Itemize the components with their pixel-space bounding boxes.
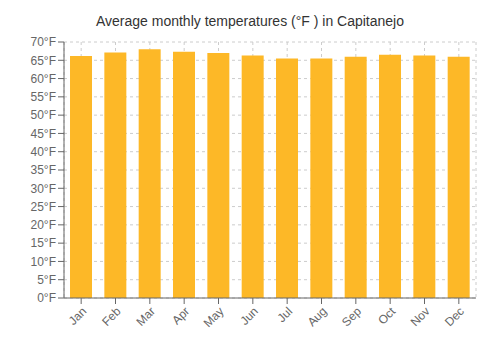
svg-text:55°F: 55°F (31, 90, 56, 104)
svg-text:40°F: 40°F (31, 145, 56, 159)
svg-text:Jun: Jun (237, 304, 261, 328)
svg-text:Mar: Mar (133, 304, 158, 329)
svg-text:Jul: Jul (275, 304, 296, 325)
svg-text:25°F: 25°F (31, 200, 56, 214)
svg-text:10°F: 10°F (31, 255, 56, 269)
svg-text:Jan: Jan (66, 304, 90, 328)
svg-text:50°F: 50°F (31, 108, 56, 122)
svg-text:15°F: 15°F (31, 236, 56, 250)
svg-text:Oct: Oct (375, 304, 399, 328)
svg-text:Sep: Sep (339, 304, 364, 329)
svg-text:30°F: 30°F (31, 182, 56, 196)
svg-text:65°F: 65°F (31, 54, 56, 68)
svg-text:Aug: Aug (305, 304, 330, 329)
svg-text:May: May (201, 304, 227, 330)
svg-text:70°F: 70°F (31, 35, 56, 49)
svg-text:Apr: Apr (169, 304, 192, 327)
svg-text:Feb: Feb (99, 304, 124, 329)
svg-text:Nov: Nov (408, 304, 433, 329)
svg-text:60°F: 60°F (31, 72, 56, 86)
svg-text:Dec: Dec (442, 304, 467, 329)
svg-text:20°F: 20°F (31, 218, 56, 232)
html-text:Average monthly temperatures (: Average monthly temperatures (°F ) in Ca… (96, 13, 404, 29)
svg-text:5°F: 5°F (37, 273, 56, 287)
svg-text:35°F: 35°F (31, 163, 56, 177)
svg-text:0°F: 0°F (37, 291, 56, 305)
svg-text:45°F: 45°F (31, 127, 56, 141)
